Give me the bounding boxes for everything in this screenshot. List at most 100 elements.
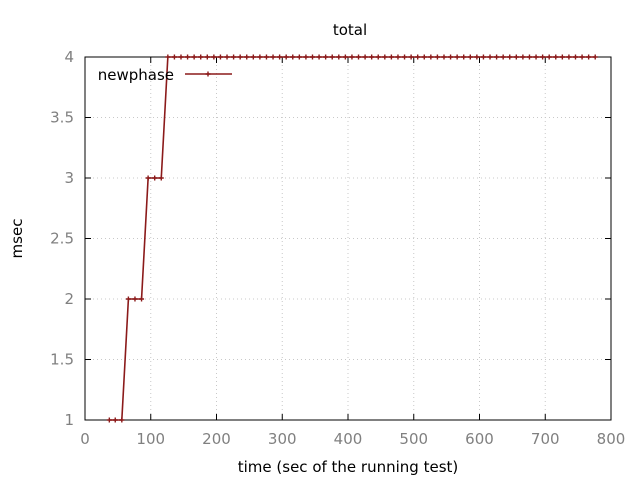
x-axis-label: time (sec of the running test) <box>238 458 459 476</box>
data-point <box>211 54 217 60</box>
data-point <box>316 54 322 60</box>
data-point <box>375 54 381 60</box>
x-tick-label: 200 <box>202 430 231 448</box>
data-point <box>362 54 368 60</box>
y-tick-label: 1 <box>64 411 74 429</box>
x-tick-label: 0 <box>80 430 90 448</box>
data-point <box>388 54 394 60</box>
data-point <box>191 54 197 60</box>
data-point <box>382 54 388 60</box>
data-point <box>408 54 414 60</box>
data-point <box>566 54 572 60</box>
data-point <box>500 54 506 60</box>
data-point <box>132 296 138 302</box>
axis-ticks: 0 100 200 300 400 500 600 700 800 1 1.5 2 2.5 3 3.5 4 <box>50 48 625 448</box>
x-tick-label: 600 <box>465 430 494 448</box>
y-axis-label: msec <box>8 219 26 259</box>
data-point <box>356 54 362 60</box>
data-point <box>244 54 250 60</box>
y-tick-label: 3.5 <box>50 109 74 127</box>
data-point <box>231 54 237 60</box>
data-point <box>112 417 118 423</box>
data-point <box>395 54 401 60</box>
legend-label: newphase <box>98 66 174 84</box>
data-point <box>283 54 289 60</box>
series-line-newphase <box>109 56 596 421</box>
data-point <box>520 54 526 60</box>
data-point <box>303 54 309 60</box>
x-tick-label: 700 <box>531 430 560 448</box>
y-tick-label: 1.5 <box>50 351 74 369</box>
y-tick-label: 4 <box>64 48 74 66</box>
y-tick-label: 3 <box>64 169 74 187</box>
data-point <box>342 54 348 60</box>
data-point <box>224 54 230 60</box>
data-point <box>467 54 473 60</box>
data-point <box>185 54 191 60</box>
data-point <box>487 54 493 60</box>
data-point <box>171 54 177 60</box>
data-point <box>526 54 532 60</box>
data-point <box>336 54 342 60</box>
data-point <box>152 175 158 181</box>
data-point <box>237 54 243 60</box>
data-point <box>178 54 184 60</box>
data-point <box>257 54 263 60</box>
grid <box>85 57 611 420</box>
data-point <box>513 54 519 60</box>
data-point <box>165 54 171 60</box>
data-point <box>421 54 427 60</box>
data-point <box>559 54 565 60</box>
data-point <box>592 54 598 60</box>
data-point <box>461 54 467 60</box>
data-point <box>198 54 204 60</box>
legend-point-marker <box>205 71 211 77</box>
data-point <box>329 54 335 60</box>
data-point <box>402 54 408 60</box>
data-point <box>145 175 151 181</box>
data-point <box>158 175 164 181</box>
data-point <box>586 54 592 60</box>
data-point <box>441 54 447 60</box>
data-point <box>309 54 315 60</box>
data-point <box>428 54 434 60</box>
data-point <box>533 54 539 60</box>
legend: newphase <box>98 66 232 84</box>
data-point <box>540 54 546 60</box>
data-point <box>474 54 480 60</box>
data-point <box>349 54 355 60</box>
data-point <box>106 417 112 423</box>
data-point <box>277 54 283 60</box>
x-tick-label: 100 <box>136 430 165 448</box>
data-point <box>119 417 125 423</box>
data-point <box>579 54 585 60</box>
data-point <box>290 54 296 60</box>
data-point <box>369 54 375 60</box>
data-point <box>494 54 500 60</box>
x-tick-label: 300 <box>268 430 297 448</box>
data-point <box>270 54 276 60</box>
data-point <box>204 54 210 60</box>
data-point <box>296 54 302 60</box>
data-point <box>448 54 454 60</box>
data-point <box>553 54 559 60</box>
data-point <box>434 54 440 60</box>
data-point <box>217 54 223 60</box>
data-point <box>139 296 145 302</box>
x-tick-label: 500 <box>399 430 428 448</box>
data-point <box>454 54 460 60</box>
data-point <box>480 54 486 60</box>
y-tick-label: 2 <box>64 290 74 308</box>
data-point <box>323 54 329 60</box>
data-point <box>250 54 256 60</box>
series-layer <box>106 54 598 423</box>
chart-title: total <box>333 21 367 39</box>
data-point <box>415 54 421 60</box>
x-tick-label: 400 <box>334 430 363 448</box>
y-tick-label: 2.5 <box>50 230 74 248</box>
data-point <box>507 54 513 60</box>
data-point <box>546 54 552 60</box>
data-point <box>263 54 269 60</box>
data-point <box>125 296 131 302</box>
